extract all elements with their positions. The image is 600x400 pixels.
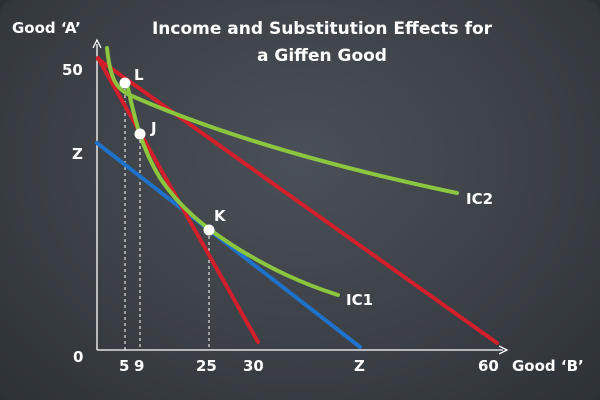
x-tick-5: 5 — [119, 357, 129, 375]
x-axis-label: Good ‘B’ — [512, 357, 584, 375]
x-tick-z: Z — [354, 357, 365, 375]
x-tick-60: 60 — [478, 357, 499, 375]
y-axis-label: Good ‘A’ — [12, 19, 81, 37]
indifference-curve-ic2 — [105, 46, 459, 195]
y-tick-origin: 0 — [73, 348, 83, 366]
point-k — [203, 224, 215, 236]
ic1-label: IC1 — [346, 291, 373, 309]
drop-lines — [124, 83, 210, 350]
x-axis-arrow — [498, 345, 509, 355]
compensated-budget-line — [95, 141, 362, 349]
point-j — [134, 128, 146, 140]
axes — [92, 38, 509, 355]
x-tick-9: 9 — [134, 357, 144, 375]
x-tick-30: 30 — [243, 357, 264, 375]
point-j-label: J — [150, 119, 157, 137]
y-tick-z: Z — [72, 145, 83, 163]
title-line-2: a Giffen Good — [257, 46, 387, 66]
point-k-label: K — [214, 207, 227, 225]
budget-line-original — [96, 57, 499, 345]
point-l — [119, 77, 131, 89]
title-line-1: Income and Substitution Effects for — [152, 19, 493, 39]
point-l-label: L — [134, 66, 144, 84]
y-axis-arrow — [92, 38, 102, 49]
ic2-label: IC2 — [466, 190, 493, 208]
x-tick-25: 25 — [196, 357, 217, 375]
y-tick-50: 50 — [62, 61, 83, 79]
